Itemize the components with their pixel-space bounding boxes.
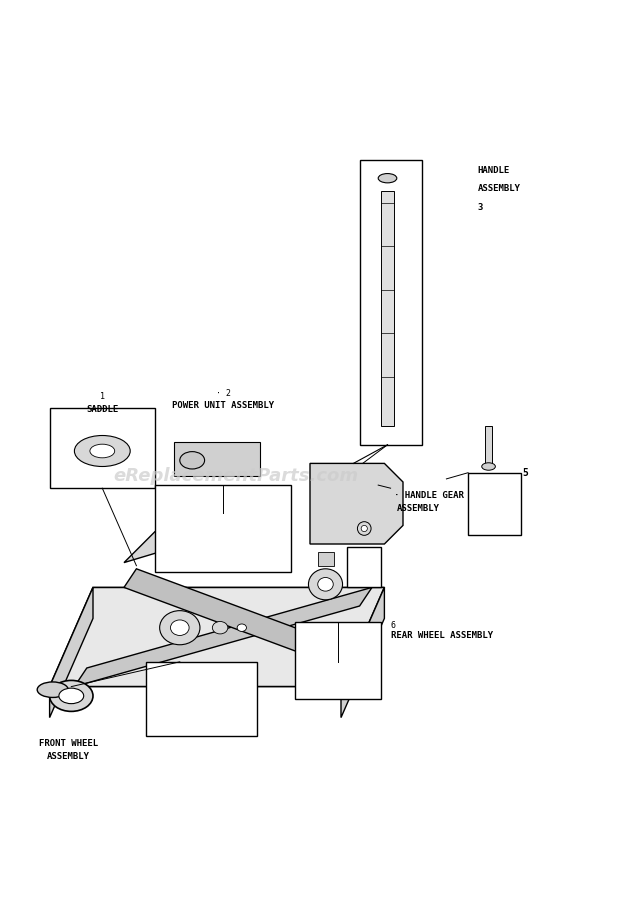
Text: ASSEMBLY: ASSEMBLY [46,751,90,760]
Ellipse shape [237,624,247,631]
Text: REAR WHEEL ASSEMBLY: REAR WHEEL ASSEMBLY [391,630,493,640]
Ellipse shape [37,682,68,697]
Ellipse shape [50,680,93,712]
Bar [50,408,155,488]
Bar [294,621,381,699]
Text: SADDLE: SADDLE [86,404,118,413]
Text: 3: 3 [477,203,483,212]
Text: 1: 1 [100,392,105,401]
Polygon shape [74,587,372,686]
Text: ASSEMBLY: ASSEMBLY [397,503,440,512]
Polygon shape [310,464,403,544]
Text: · HANDLE GEAR: · HANDLE GEAR [394,492,464,501]
Ellipse shape [317,577,334,591]
Text: eReplacementParts.com: eReplacementParts.com [113,467,358,484]
Bar [174,442,260,475]
Bar [485,427,492,466]
Ellipse shape [159,611,200,645]
Polygon shape [341,587,384,718]
Text: HANDLE: HANDLE [477,166,510,175]
Polygon shape [124,513,217,563]
Text: 5: 5 [523,468,528,478]
Text: POWER UNIT ASSEMBLY: POWER UNIT ASSEMBLY [172,401,274,410]
Ellipse shape [74,436,130,466]
Ellipse shape [482,463,495,470]
Ellipse shape [212,621,228,634]
Ellipse shape [90,444,115,458]
Ellipse shape [357,521,371,535]
Bar [468,473,521,535]
Text: FRONT WHEEL: FRONT WHEEL [38,740,98,749]
Text: 6: 6 [391,621,396,630]
Ellipse shape [361,525,367,531]
Ellipse shape [180,452,205,469]
Ellipse shape [378,173,397,183]
Bar [381,190,394,427]
Bar [347,548,381,587]
Text: · 2: · 2 [216,390,231,399]
Ellipse shape [170,620,189,635]
Polygon shape [50,587,384,686]
Polygon shape [124,569,353,668]
Ellipse shape [309,569,342,600]
Text: ASSEMBLY: ASSEMBLY [477,184,520,193]
Bar [360,160,422,445]
Ellipse shape [59,688,84,704]
Ellipse shape [313,671,344,696]
Bar [155,485,291,572]
Bar [318,552,334,566]
Bar [146,662,257,736]
Polygon shape [50,587,93,718]
